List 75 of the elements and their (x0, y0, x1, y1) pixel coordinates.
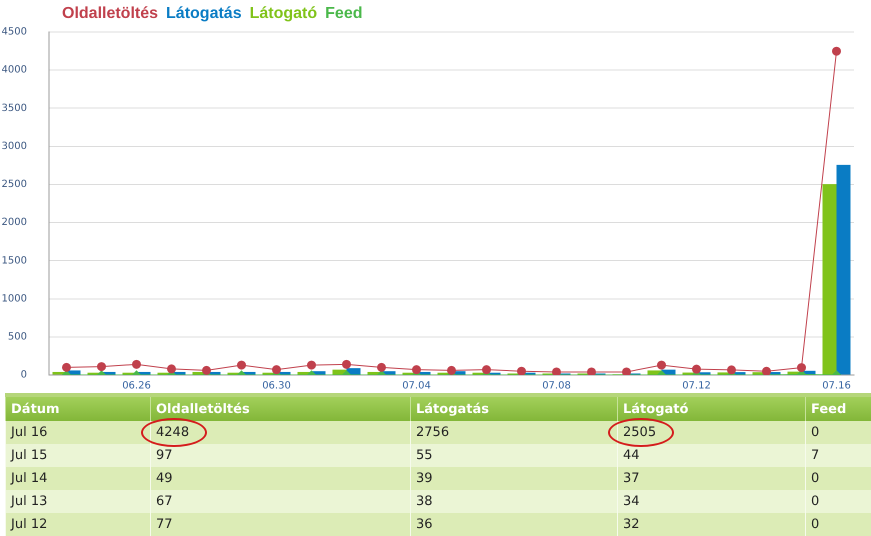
category-label: Jul 15 (11, 448, 48, 463)
x-tick-label: 07.16 (822, 380, 851, 392)
text: 32 (623, 517, 640, 532)
text: 4248 (156, 425, 190, 440)
point (62, 362, 71, 372)
text: 49 (156, 471, 173, 486)
text: 7 (811, 448, 820, 463)
point (377, 362, 386, 372)
text: 34 (623, 494, 640, 509)
text: Oldalletöltés (62, 5, 158, 22)
point (342, 360, 351, 369)
category-label: Jul 12 (11, 517, 48, 532)
y-tick-label: 1000 (2, 293, 27, 304)
text: 0 (811, 425, 820, 440)
text: Látogatás (166, 5, 242, 22)
x-tick-label: 06.30 (262, 380, 291, 392)
text: 37 (623, 471, 640, 486)
text: Dátum (6, 395, 150, 421)
text: 0 (811, 471, 820, 486)
x-tick-label: 07.08 (542, 380, 571, 392)
text: 97 (156, 448, 173, 463)
x-tick-label: 06.26 (122, 380, 151, 392)
point (517, 366, 526, 375)
point (727, 365, 736, 374)
point (482, 365, 491, 374)
point (657, 360, 666, 370)
y-tick-label: 3000 (2, 140, 27, 152)
point (797, 363, 806, 372)
point (552, 367, 561, 375)
category-label: Jul 16 (11, 425, 48, 440)
y-tick-label: 3500 (2, 102, 27, 114)
point (762, 366, 771, 375)
point (622, 367, 631, 375)
text: 36 (416, 517, 433, 532)
category-label: Feed (806, 395, 871, 421)
text: Látogató (250, 5, 318, 22)
text: 39 (416, 471, 433, 486)
point (692, 364, 701, 374)
text: 67 (156, 494, 173, 509)
point (132, 360, 141, 369)
category-label: Jul 13 (11, 494, 48, 509)
y-tick-label: 2000 (2, 217, 27, 228)
text: 38 (416, 494, 433, 509)
text: 44 (623, 448, 640, 463)
y-tick-label: 0 (20, 370, 27, 381)
bar (822, 184, 836, 374)
point (447, 366, 456, 375)
text: 2756 (416, 425, 450, 440)
bar (836, 164, 850, 374)
category-label: Jul 14 (11, 471, 48, 486)
category-label: Látogató (618, 395, 806, 421)
point (97, 362, 106, 372)
text: 55 (416, 448, 433, 463)
category-label: Oldalletöltés (150, 395, 410, 421)
point (237, 360, 246, 370)
text: Feed (325, 5, 362, 22)
point (587, 367, 596, 375)
y-tick-label: 500 (8, 331, 27, 342)
text: 0 (811, 494, 820, 509)
point (202, 366, 211, 375)
y-tick-label: 4500 (2, 26, 27, 38)
y-tick-label: 1500 (2, 255, 27, 266)
text: 2505 (623, 425, 656, 440)
point (307, 360, 316, 370)
text: 0 (811, 517, 820, 532)
point (272, 365, 281, 374)
point (832, 46, 841, 56)
text: 77 (156, 517, 173, 532)
y-tick-label: 4000 (2, 64, 27, 76)
y-tick-label: 2500 (2, 179, 27, 190)
x-tick-label: 07.04 (402, 380, 431, 392)
x-tick-label: 07.12 (682, 380, 711, 392)
category-label: Látogatás (410, 395, 618, 421)
point (167, 364, 176, 374)
point (412, 365, 421, 374)
